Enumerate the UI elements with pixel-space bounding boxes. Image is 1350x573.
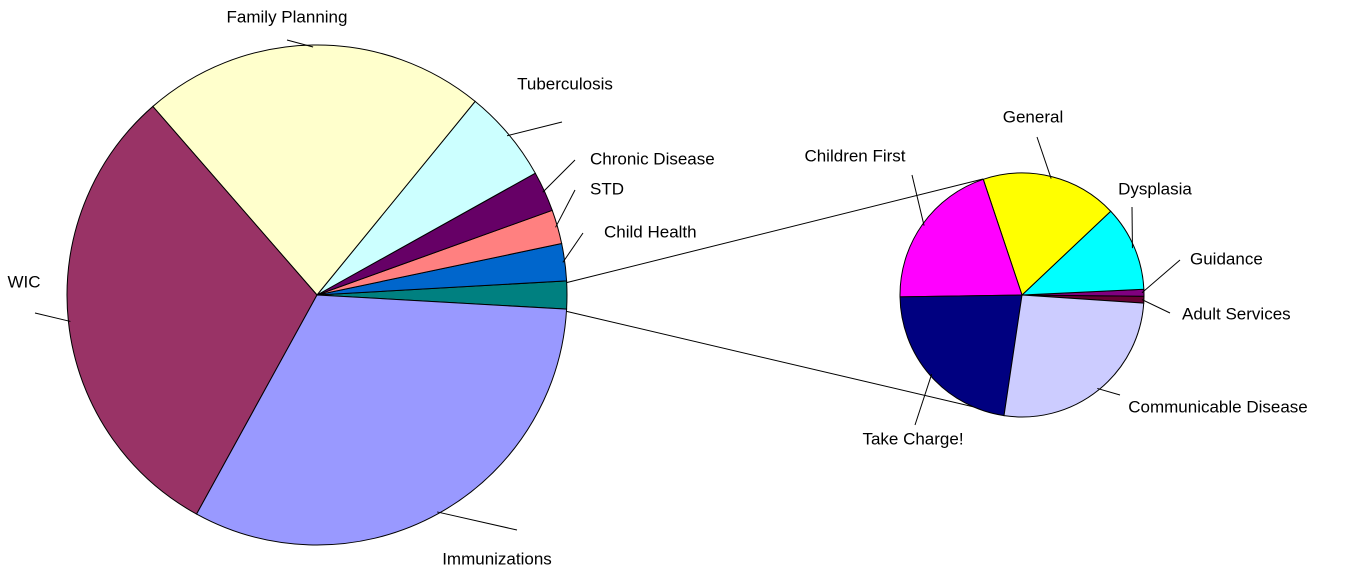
pie-slice xyxy=(66,105,318,515)
leader-line xyxy=(1141,259,1181,294)
pie-slice xyxy=(1020,210,1145,296)
pie-slice xyxy=(1003,294,1145,418)
leader-line xyxy=(34,312,71,322)
slice-label: General xyxy=(1003,107,1063,126)
leader-line xyxy=(1036,136,1052,179)
slice-label: Tuberculosis xyxy=(517,74,613,93)
leader-line xyxy=(1141,299,1171,314)
connector-line xyxy=(564,310,1005,415)
pie-slice xyxy=(152,44,476,296)
slice-label: Child Health xyxy=(604,222,697,241)
leader-line xyxy=(437,511,518,531)
slice-label: Take Charge! xyxy=(862,429,963,448)
slice-label: Dysplasia xyxy=(1118,179,1192,198)
pie-slice xyxy=(899,178,1023,298)
slice-label: Immunizations xyxy=(442,549,552,568)
slice-label: STD xyxy=(590,179,624,198)
slice-label: Communicable Disease xyxy=(1128,397,1308,416)
leader-line xyxy=(555,189,576,228)
pie-slice xyxy=(899,294,1023,417)
connector-line xyxy=(564,178,984,284)
slice-label: Adult Services xyxy=(1182,304,1291,323)
slice-label: Guidance xyxy=(1190,249,1263,268)
slice-label: Family Planning xyxy=(227,7,348,26)
pie-slice xyxy=(195,294,568,546)
leader-line xyxy=(914,373,933,426)
slice-label: WIC xyxy=(7,272,40,291)
leader-line xyxy=(506,121,563,137)
leader-line xyxy=(542,159,576,193)
leader-line xyxy=(911,174,925,226)
slice-label: Children First xyxy=(804,146,905,165)
leader-line xyxy=(562,232,584,263)
leader-line xyxy=(286,39,314,48)
slice-label: Chronic Disease xyxy=(590,149,715,168)
leader-line xyxy=(1097,387,1121,396)
pie-slice xyxy=(982,172,1112,296)
